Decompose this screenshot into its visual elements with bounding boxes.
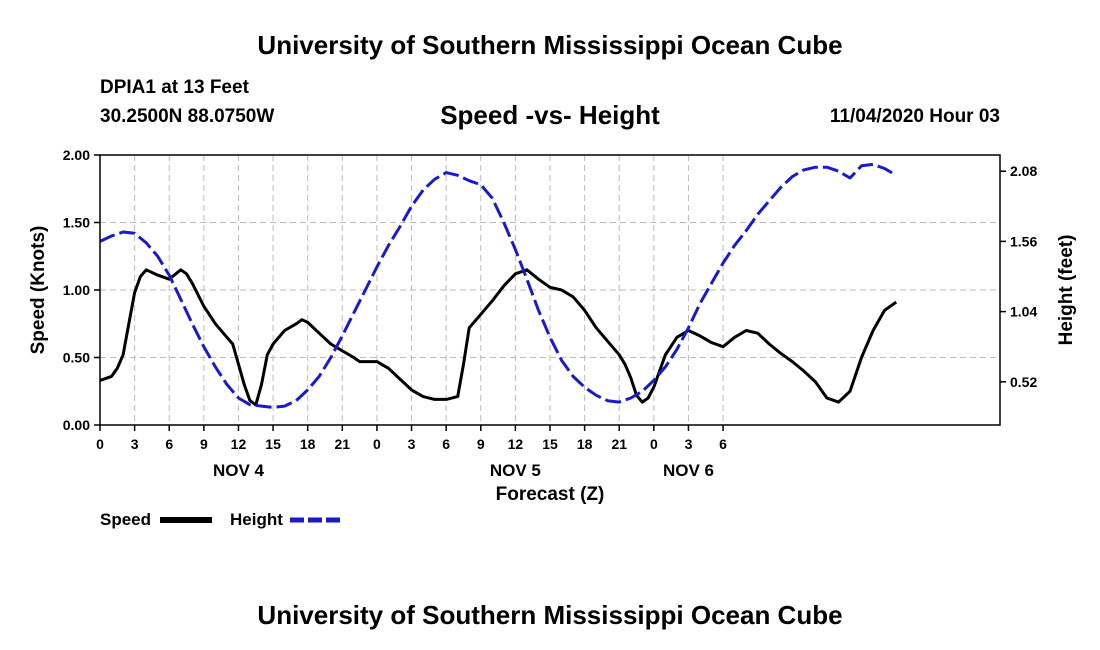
- day-label: NOV 6: [663, 461, 714, 480]
- y-tick-label: 0.50: [63, 350, 90, 366]
- x-tick-label: 15: [542, 436, 558, 452]
- legend-height-label: Height: [230, 510, 283, 529]
- x-axis-label: Forecast (Z): [496, 484, 605, 505]
- grid-layer: [100, 155, 1000, 425]
- y-tick-label: 1.50: [63, 215, 90, 231]
- label-layer: Forecast (Z) Speed (Knots) Height (feet): [28, 226, 1077, 505]
- axis-layer: 0 3 6 9 12 15 18 21 0 3 6 9 12 15 18 21 0 3 6 NOV 4 NOV 5 NOV…: [63, 147, 1038, 480]
- x-tick-label: 21: [611, 436, 627, 452]
- y-tick-label: 0.00: [63, 417, 90, 433]
- x-tick-label: 18: [300, 436, 316, 452]
- x-tick-label: 21: [335, 436, 351, 452]
- datetime-label: 11/04/2020 Hour 03: [829, 106, 1000, 127]
- y2-tick-label: 0.52: [1010, 374, 1037, 390]
- x-tick-label: 0: [96, 436, 104, 452]
- y2-tick-label: 1.56: [1010, 233, 1037, 249]
- x-tick-label: 0: [373, 436, 381, 452]
- y2-tick-label: 2.08: [1010, 163, 1037, 179]
- chart-title: Speed -vs- Height: [440, 100, 660, 130]
- x-tick-label: 12: [508, 436, 524, 452]
- bottom-title: University of Southern Mississippi Ocean…: [257, 600, 843, 630]
- y-axis-label: Speed (Knots): [28, 226, 49, 355]
- legend-speed-label: Speed: [100, 510, 151, 529]
- x-tick-label: 0: [650, 436, 658, 452]
- y-tick-label: 2.00: [63, 147, 90, 163]
- height-series-line: [99, 162, 897, 409]
- x-tick-label: 18: [577, 436, 593, 452]
- day-label: NOV 4: [213, 461, 265, 480]
- legend: Speed Height: [100, 510, 342, 529]
- x-tick-label: 6: [442, 436, 450, 452]
- x-tick-label: 3: [408, 436, 416, 452]
- x-tick-label: 9: [477, 436, 485, 452]
- x-tick-label: 6: [165, 436, 173, 452]
- x-tick-label: 12: [231, 436, 247, 452]
- x-tick-label: 6: [719, 436, 727, 452]
- speed-series-line: [99, 268, 898, 407]
- y2-axis-label: Height (feet): [1056, 235, 1077, 346]
- y2-tick-label: 1.04: [1010, 304, 1037, 320]
- day-label: NOV 5: [490, 461, 541, 480]
- series-layer: [99, 162, 898, 409]
- x-tick-label: 3: [131, 436, 139, 452]
- station-label: DPIA1 at 13 Feet: [100, 77, 249, 98]
- coordinates-label: 30.2500N 88.0750W: [100, 106, 275, 127]
- x-tick-label: 3: [685, 436, 693, 452]
- y-tick-label: 1.00: [63, 282, 90, 298]
- x-tick-label: 15: [265, 436, 281, 452]
- top-title: University of Southern Mississippi Ocean…: [257, 30, 843, 60]
- x-tick-label: 9: [200, 436, 208, 452]
